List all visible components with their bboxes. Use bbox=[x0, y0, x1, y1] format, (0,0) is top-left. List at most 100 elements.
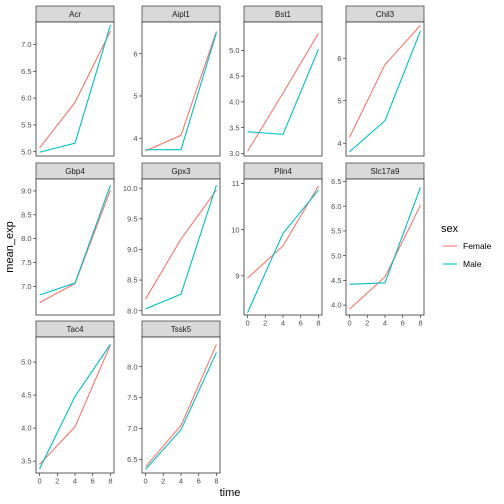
facet-strip-label: Aipl1 bbox=[172, 10, 190, 19]
legend-label-female: Female bbox=[463, 241, 492, 251]
series-line-male bbox=[349, 187, 421, 285]
y-tick-label: 4.5 bbox=[229, 72, 239, 81]
facet-strip-label: Slc17a9 bbox=[371, 167, 400, 176]
y-tick-label: 3.0 bbox=[229, 149, 239, 158]
y-tick-label: 5.0 bbox=[21, 147, 31, 156]
x-tick-label: 4 bbox=[73, 477, 77, 486]
y-tick-label: 6.0 bbox=[331, 202, 341, 211]
y-tick-label: 5.5 bbox=[21, 121, 31, 130]
x-tick-label: 6 bbox=[401, 319, 405, 328]
y-tick-label: 9.0 bbox=[127, 245, 137, 254]
facet-acr: Acr 5.0 5.5 6.0 6.5 7.0 bbox=[21, 5, 115, 157]
x-tick-label: 6 bbox=[91, 477, 95, 486]
y-tick-label: 4.5 bbox=[331, 276, 341, 285]
legend: sex Female Male bbox=[441, 223, 492, 269]
series-line-male bbox=[349, 30, 421, 153]
y-tick-label: 5.0 bbox=[229, 46, 239, 55]
series-line-female bbox=[39, 344, 111, 465]
facet-panels: Acr 5.0 5.5 6.0 6.5 7.0 Aipl1 4 5 6 Bst1 3.0 3.5 4.0 4… bbox=[21, 5, 425, 486]
x-tick-label: 2 bbox=[365, 319, 369, 328]
series-line-male bbox=[145, 352, 217, 470]
facet-strip-label: Gbp4 bbox=[65, 167, 85, 176]
x-tick-label: 0 bbox=[347, 319, 351, 328]
y-tick-label: 5.0 bbox=[21, 358, 31, 367]
facet-tssk5: Tssk5 6.5 7.0 7.5 8.0 0 2 4 6 8 bbox=[127, 320, 221, 486]
series-line-female bbox=[145, 189, 217, 300]
x-tick-label: 6 bbox=[197, 477, 201, 486]
y-tick-label: 5 bbox=[133, 92, 137, 101]
y-tick-label: 6.5 bbox=[331, 177, 341, 186]
series-line-female bbox=[349, 204, 421, 310]
y-tick-label: 10.0 bbox=[123, 184, 138, 193]
series-line-male bbox=[247, 49, 319, 135]
legend-title: sex bbox=[441, 223, 459, 235]
series-line-female bbox=[349, 25, 421, 138]
y-tick-label: 5 bbox=[337, 96, 341, 105]
series-line-male bbox=[247, 189, 319, 313]
x-tick-label: 8 bbox=[316, 319, 320, 328]
facet-strip-label: Tac4 bbox=[67, 325, 84, 334]
y-tick-label: 10 bbox=[231, 225, 239, 234]
series-line-female bbox=[39, 30, 111, 149]
series-line-male bbox=[39, 25, 111, 153]
series-line-female bbox=[145, 31, 217, 152]
y-tick-label: 4.0 bbox=[229, 97, 239, 106]
x-tick-label: 2 bbox=[263, 319, 267, 328]
series-line-male bbox=[39, 185, 111, 296]
facet-tac4: Tac4 3.5 4.0 4.5 5.0 0 2 4 6 8 bbox=[21, 320, 115, 486]
facet-panel bbox=[141, 178, 221, 316]
y-tick-label: 6.5 bbox=[127, 455, 137, 464]
series-line-female bbox=[247, 33, 319, 152]
x-tick-label: 4 bbox=[281, 319, 285, 328]
facet-panel bbox=[243, 21, 323, 157]
y-tick-label: 8.5 bbox=[21, 210, 31, 219]
facet-panel bbox=[141, 21, 221, 157]
y-tick-label: 4 bbox=[337, 139, 341, 148]
facet-plin4: Plin4 9 10 11 0 2 4 6 8 bbox=[231, 162, 323, 328]
y-tick-label: 8.0 bbox=[21, 234, 31, 243]
y-tick-label: 5.5 bbox=[331, 227, 341, 236]
y-tick-label: 7.0 bbox=[21, 40, 31, 49]
y-tick-label: 9.0 bbox=[21, 187, 31, 196]
y-tick-label: 9.5 bbox=[127, 214, 137, 223]
y-tick-label: 11 bbox=[232, 179, 240, 188]
y-tick-label: 8.0 bbox=[127, 362, 137, 371]
y-tick-label: 7.0 bbox=[21, 282, 31, 291]
facet-strip-label: Plin4 bbox=[274, 167, 292, 176]
facet-slc17a9: Slc17a9 4.0 4.5 5.0 5.5 6.0 6.5 0 2 4 6 8 bbox=[331, 162, 425, 328]
y-tick-label: 8.0 bbox=[127, 306, 137, 315]
x-tick-label: 0 bbox=[245, 319, 249, 328]
facet-strip-label: Gpx3 bbox=[171, 167, 191, 176]
facet-panel bbox=[35, 178, 115, 316]
x-tick-label: 2 bbox=[55, 477, 59, 486]
y-tick-label: 6.0 bbox=[21, 94, 31, 103]
facet-strip-label: Bst1 bbox=[275, 10, 292, 19]
series-line-female bbox=[247, 185, 319, 279]
series-line-female bbox=[145, 344, 217, 468]
y-tick-label: 3.5 bbox=[229, 123, 239, 132]
legend-label-male: Male bbox=[463, 259, 482, 269]
x-tick-label: 4 bbox=[179, 477, 183, 486]
y-axis-title: mean_exp bbox=[4, 221, 16, 272]
x-tick-label: 0 bbox=[37, 477, 41, 486]
facet-chil3: Chil3 4 5 6 bbox=[337, 5, 425, 157]
facet-panel bbox=[35, 21, 115, 157]
y-tick-label: 9 bbox=[235, 271, 239, 280]
y-tick-label: 4.0 bbox=[331, 301, 341, 310]
y-tick-label: 7.5 bbox=[127, 393, 137, 402]
y-tick-label: 4.5 bbox=[21, 391, 31, 400]
facet-panel bbox=[345, 21, 425, 157]
facet-aipl1: Aipl1 4 5 6 bbox=[133, 5, 221, 157]
x-tick-label: 8 bbox=[108, 477, 112, 486]
y-tick-label: 4 bbox=[133, 134, 137, 143]
facet-strip-label: Chil3 bbox=[376, 10, 395, 19]
y-tick-label: 6 bbox=[133, 49, 137, 58]
facet-bst1: Bst1 3.0 3.5 4.0 4.5 5.0 bbox=[229, 5, 323, 158]
y-tick-label: 3.5 bbox=[21, 457, 31, 466]
x-tick-label: 2 bbox=[161, 477, 165, 486]
series-line-male bbox=[39, 343, 111, 470]
series-line-male bbox=[145, 184, 217, 310]
x-tick-label: 8 bbox=[418, 319, 422, 328]
x-axis-title: time bbox=[220, 487, 241, 499]
facet-panel bbox=[345, 178, 425, 316]
